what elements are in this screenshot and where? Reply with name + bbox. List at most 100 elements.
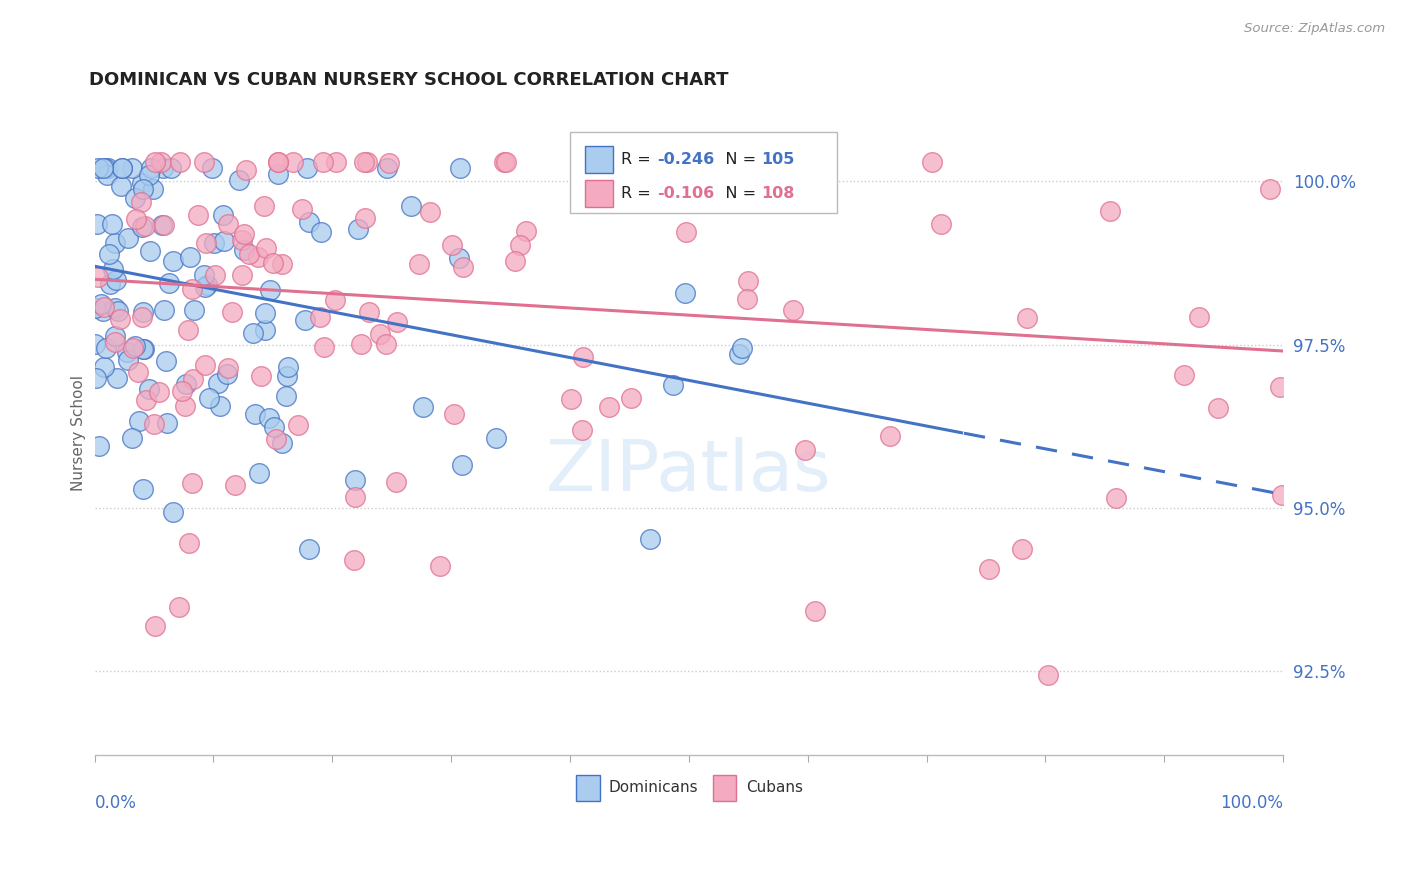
Text: 105: 105 — [762, 152, 794, 167]
Point — [97, 161, 120, 176]
Point — [183, 302, 205, 317]
Point — [450, 458, 472, 472]
Point — [84, 301, 107, 315]
Point — [138, 382, 160, 396]
Point — [879, 429, 901, 443]
Point — [93, 359, 115, 374]
Point — [263, 419, 285, 434]
Point — [193, 155, 215, 169]
Point — [253, 323, 276, 337]
Point — [242, 326, 264, 340]
Point — [138, 168, 160, 182]
Point — [378, 156, 401, 170]
Point — [571, 423, 593, 437]
Point — [295, 161, 318, 176]
Point — [598, 400, 620, 414]
Point — [172, 384, 194, 398]
Text: R =: R = — [621, 186, 657, 201]
Point — [139, 244, 162, 259]
Point — [181, 475, 204, 490]
Point — [86, 371, 108, 385]
Point — [259, 283, 281, 297]
Point — [201, 161, 224, 176]
Text: Source: ZipAtlas.com: Source: ZipAtlas.com — [1244, 22, 1385, 36]
Text: Dominicans: Dominicans — [607, 780, 697, 795]
Point — [93, 300, 115, 314]
Point — [150, 218, 173, 232]
Point — [291, 202, 314, 217]
Point — [181, 372, 204, 386]
Point — [271, 436, 294, 450]
Point — [177, 536, 200, 550]
Point — [1258, 182, 1281, 196]
Point — [235, 163, 257, 178]
Point — [350, 336, 373, 351]
Point — [159, 161, 181, 176]
Point — [503, 254, 526, 268]
Point — [247, 467, 270, 481]
Point — [167, 599, 190, 614]
Point — [90, 297, 112, 311]
Point — [571, 351, 593, 365]
Point — [343, 490, 366, 504]
Point — [737, 274, 759, 288]
Point — [224, 478, 246, 492]
Point — [232, 243, 254, 257]
Point — [132, 343, 155, 357]
Point — [195, 277, 218, 292]
Point — [929, 217, 952, 231]
Point — [207, 376, 229, 390]
Point — [111, 161, 134, 176]
Point — [131, 310, 153, 324]
Point — [447, 252, 470, 266]
Point — [408, 257, 430, 271]
Point — [89, 439, 111, 453]
Point — [560, 392, 582, 406]
Point — [298, 215, 321, 229]
Point — [150, 155, 173, 169]
Point — [100, 217, 122, 231]
FancyBboxPatch shape — [569, 132, 838, 213]
Point — [298, 542, 321, 557]
Point — [231, 233, 253, 247]
Point — [155, 354, 177, 368]
Point — [121, 431, 143, 445]
Point — [374, 336, 396, 351]
Text: -0.106: -0.106 — [657, 186, 714, 201]
Point — [247, 250, 270, 264]
Point — [253, 199, 276, 213]
Point — [162, 253, 184, 268]
Point — [110, 179, 132, 194]
Point — [195, 235, 218, 250]
Point — [193, 268, 215, 282]
Point — [353, 155, 375, 169]
Point — [638, 533, 661, 547]
Point — [485, 431, 508, 445]
Text: -0.246: -0.246 — [657, 152, 714, 167]
Text: N =: N = — [710, 152, 762, 167]
Point — [232, 227, 254, 241]
Point — [727, 347, 749, 361]
Point — [662, 377, 685, 392]
Point — [131, 176, 153, 190]
Point — [107, 303, 129, 318]
Point — [128, 414, 150, 428]
Point — [1011, 541, 1033, 556]
Point — [127, 365, 149, 379]
Point — [314, 340, 336, 354]
Point — [449, 161, 471, 176]
Point — [375, 161, 398, 176]
Point — [143, 417, 166, 432]
Point — [202, 235, 225, 250]
Point — [385, 475, 408, 489]
Point — [86, 217, 108, 231]
Point — [194, 280, 217, 294]
Point — [581, 180, 603, 194]
Point — [620, 392, 643, 406]
Point — [979, 562, 1001, 576]
Point — [385, 315, 408, 329]
Point — [176, 377, 198, 392]
Text: ZIPatlas: ZIPatlas — [546, 437, 832, 506]
Point — [132, 343, 155, 357]
Point — [368, 326, 391, 341]
